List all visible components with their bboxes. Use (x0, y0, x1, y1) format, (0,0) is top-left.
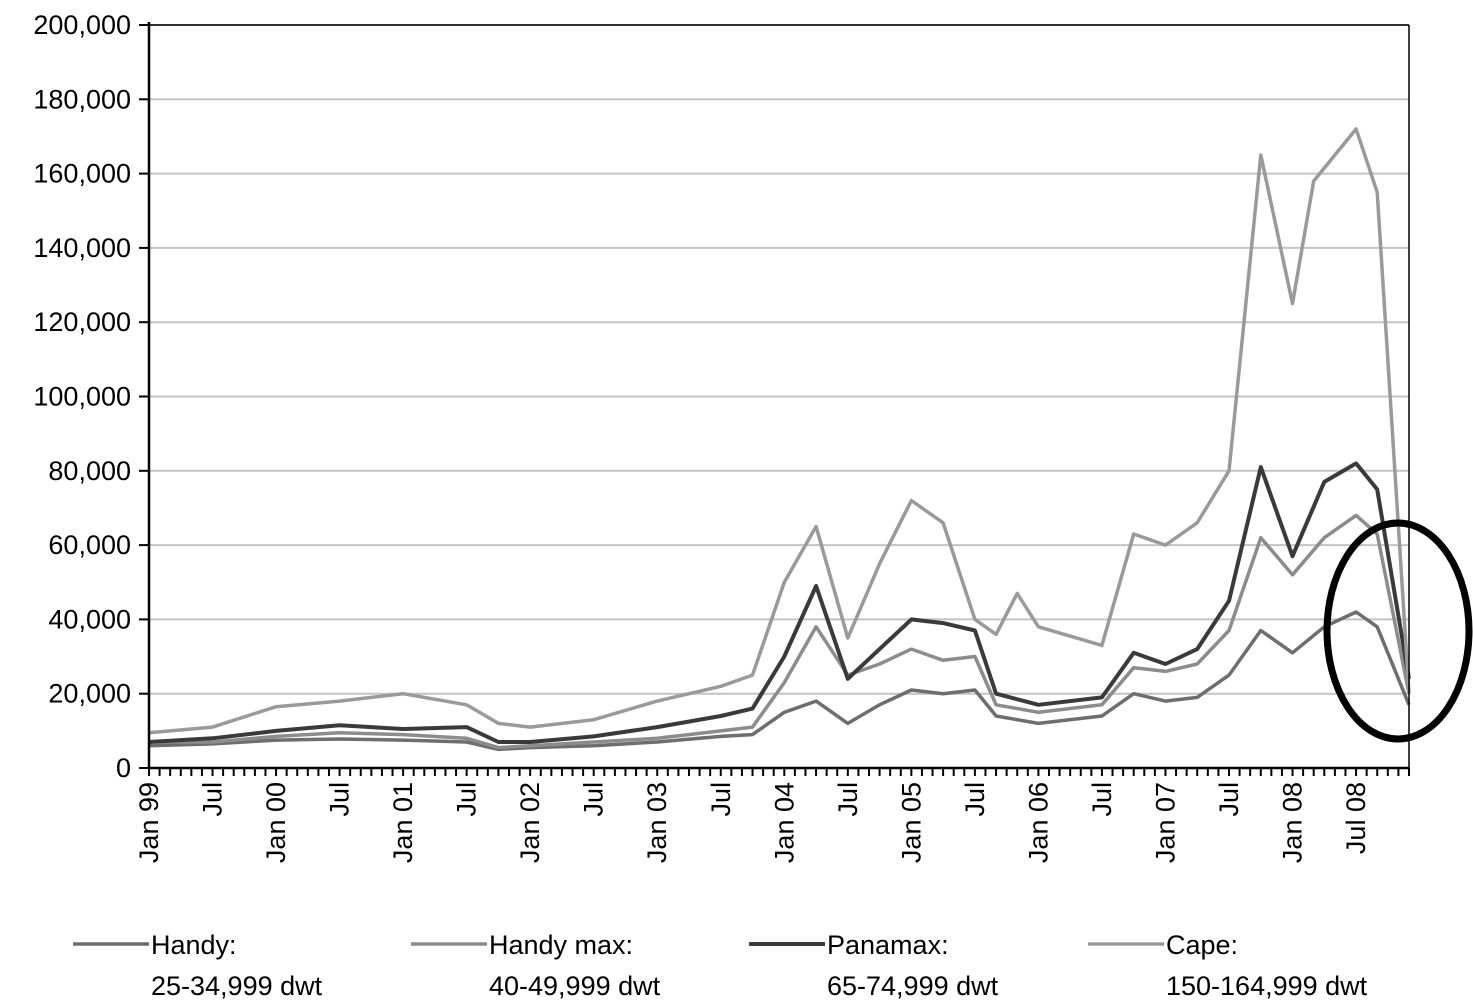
x-tick-label: Jul (452, 782, 482, 817)
series-line-2 (149, 513, 1411, 750)
x-axis-ticks: Jan 99 Jul Jan 00 Jul Jan 01 Jul Jan 02 Jul Jan … (134, 768, 1410, 863)
legend-label-1: Handy: (151, 930, 237, 960)
series-line-3 (148, 461, 1411, 744)
x-tick-label: Jan 03 (642, 782, 672, 863)
x-tick-label: Jul (579, 782, 609, 817)
y-tick-label: 180,000 (33, 84, 131, 114)
y-tick-label: 200,000 (33, 10, 131, 40)
legend-label-3: Panamax: (827, 930, 949, 960)
series-lines (148, 127, 1411, 752)
y-axis-ticks: 0 20,000 40,000 60,000 80,000 100,000 120,000 1… (33, 10, 149, 783)
y-tick-label: 160,000 (33, 159, 131, 189)
x-tick-label: Jul (198, 782, 228, 817)
x-tick-label: Jan 05 (896, 782, 926, 863)
x-tick-label: Jul 08 (1341, 782, 1371, 854)
y-tick-label: 60,000 (48, 530, 131, 560)
legend: Handy: 25-34,999 dwt Handy max: 40-49,999 d… (73, 930, 1368, 1001)
y-tick-label: 100,000 (33, 382, 131, 412)
legend-label-4: Cape: (1166, 930, 1238, 960)
y-tick-label: 80,000 (48, 456, 131, 486)
legend-sublabel-2: 40-49,999 dwt (489, 971, 661, 1001)
x-tick-label: Jan 01 (388, 782, 418, 863)
series-line-4 (148, 127, 1411, 735)
legend-label-2: Handy max: (489, 930, 633, 960)
x-tick-label: Jul (1087, 782, 1117, 817)
y-tick-label: 140,000 (33, 233, 131, 263)
y-tick-label: 40,000 (48, 604, 131, 634)
x-tick-label: Jan 04 (769, 782, 799, 863)
series-line-1 (148, 610, 1411, 752)
y-tick-label: 120,000 (33, 307, 131, 337)
x-tick-label: Jan 07 (1151, 782, 1181, 863)
x-tick-label: Jul (1214, 782, 1244, 817)
x-tick-label: Jan 00 (261, 782, 291, 863)
x-tick-label: Jan 99 (134, 782, 164, 863)
x-tick-label: Jan 06 (1023, 782, 1053, 863)
axes (147, 22, 1410, 770)
legend-sublabel-3: 65-74,999 dwt (827, 971, 999, 1001)
x-tick-label: Jul (833, 782, 863, 817)
x-tick-label: Jul (960, 782, 990, 817)
legend-sublabel-1: 25-34,999 dwt (151, 971, 323, 1001)
legend-sublabel-4: 150-164,999 dwt (1166, 971, 1368, 1001)
x-tick-label: Jan 02 (515, 782, 545, 863)
y-tick-label: 0 (116, 753, 131, 783)
x-tick-label: Jul (706, 782, 736, 817)
y-tick-label: 20,000 (48, 679, 131, 709)
x-tick-label: Jan 08 (1278, 782, 1308, 863)
highlight-ellipse (1323, 519, 1473, 743)
x-tick-label: Jul (325, 782, 355, 817)
